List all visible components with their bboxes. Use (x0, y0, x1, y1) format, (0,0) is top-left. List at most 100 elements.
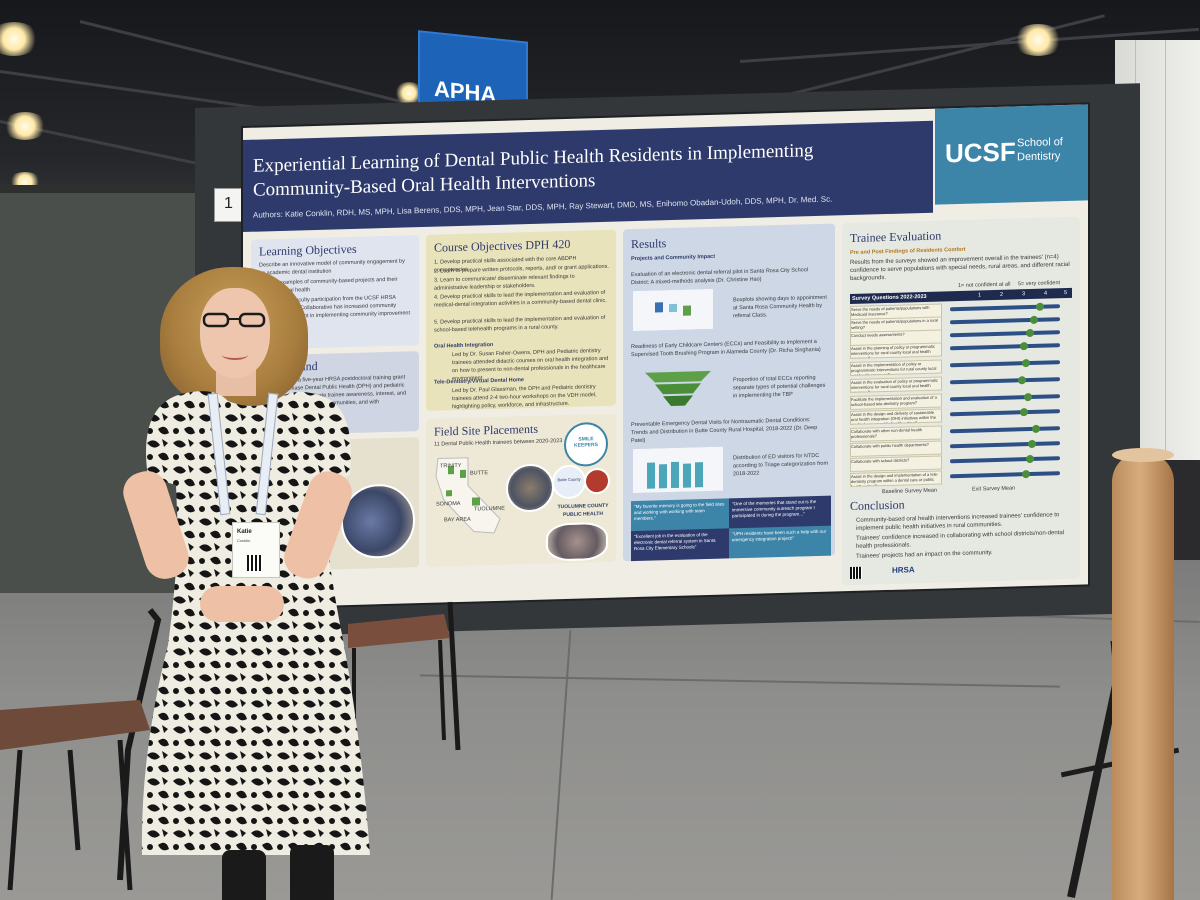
survey-bar (950, 377, 1060, 385)
survey-question: Collaborate with public health departmen… (850, 440, 942, 458)
butte-county-logo: Butte County (552, 464, 586, 500)
result-2-caption: Proportion of total ECCs reporting separ… (733, 375, 826, 400)
board-number: 1 (224, 195, 233, 212)
learning-objective-1: Describe an innovative model of communit… (259, 258, 405, 277)
floor-seam (420, 674, 1060, 688)
tuolumne-health-logo: TUOLUMNE COUNTY PUBLIC HEALTH (557, 502, 609, 519)
ucsf-school: School of Dentistry (1017, 136, 1063, 164)
hrsa-logo: HRSA (892, 565, 915, 575)
scale-3: 3 (1022, 291, 1026, 298)
exit-mean-dot (1020, 342, 1028, 351)
results-subtitle: Projects and Community Impact (631, 253, 716, 263)
poster-tube-cap (1112, 448, 1174, 462)
butte-county-text: Butte County (557, 476, 581, 483)
qr-code (850, 566, 862, 580)
floor-seam (550, 630, 572, 900)
result-1-text: Evaluation of an electronic dental refer… (631, 267, 809, 287)
survey-question: Collaborate with school districts? (850, 455, 942, 473)
survey-question: Assist in the evaluation of policy or pr… (850, 376, 942, 394)
course-objectives-title: Course Objectives DPH 420 (434, 236, 571, 255)
exit-mean-dot (1030, 315, 1038, 325)
boxplot-figure (633, 288, 713, 332)
floral-dress (141, 391, 370, 855)
result-3-text: Preventable Emergency Dental Visits for … (631, 417, 818, 445)
left-shoe (222, 850, 266, 900)
california-map (435, 457, 501, 534)
field-site-panel: Field Site Placements 11 Dental Public H… (426, 413, 616, 567)
badge-first-name: Katie (237, 529, 252, 535)
exit-mean-dot (1022, 359, 1030, 368)
survey-question: Collaborate with other non-dental health… (850, 425, 942, 443)
scale-1: 1 (978, 292, 982, 299)
wall-seam (1165, 40, 1166, 460)
board-number-card: 1 (214, 188, 246, 222)
survey-row: Assist in the evaluation of policy or pr… (850, 373, 1078, 394)
learning-objectives-title: Learning Objectives (259, 241, 357, 259)
scale-right-label: 5= very confident (1018, 280, 1061, 288)
scale-5: 5 (1064, 289, 1068, 297)
ceiling-light (0, 22, 40, 56)
county-butte: BUTTE (470, 470, 489, 477)
survey-question: Facilitate the implementation and evalua… (850, 393, 942, 411)
exit-mean-dot (1036, 302, 1044, 311)
survey-question: Assist in the implementation of policy o… (850, 359, 942, 377)
course-objectives-panel: Course Objectives DPH 420 1. Develop pra… (426, 229, 616, 411)
results-title: Results (631, 236, 667, 252)
quote-3: "Excellent job in the evaluation of the … (631, 528, 729, 562)
ucsf-mark: UCSF (945, 136, 1016, 169)
exit-mean-dot (1026, 454, 1034, 464)
survey-bar (950, 343, 1060, 351)
legend-baseline: Baseline Survey Mean (882, 487, 938, 496)
exit-mean-dot (1022, 470, 1030, 479)
survey-bar (950, 441, 1060, 449)
county-seal (584, 467, 610, 495)
results-panel: Results Projects and Community Impact Ev… (623, 223, 835, 562)
research-poster: Experiential Learning of Dental Public H… (243, 104, 1088, 609)
county-tuolumne: TUOLUMNE (474, 505, 505, 513)
smile-keepers-logo: SMILE KEEPERS (564, 421, 608, 468)
survey-bar (950, 317, 1060, 325)
exit-mean-dot (1032, 424, 1040, 433)
survey-bar (950, 426, 1060, 434)
smile (222, 350, 248, 360)
exit-mean-dot (1028, 439, 1036, 449)
legend-exit: Exit Survey Mean (972, 485, 1016, 493)
glasses (202, 312, 266, 328)
field-photo (506, 463, 554, 513)
county-bay-area: BAY AREA (444, 516, 471, 524)
poster-tube (1112, 452, 1174, 900)
community-photo (546, 521, 608, 562)
survey-header: Survey Questions 2022-2023 (852, 293, 927, 302)
field-site-title: Field Site Placements (434, 421, 538, 439)
left-chair (0, 608, 162, 891)
survey-bar (950, 409, 1060, 417)
survey-bar (950, 471, 1060, 479)
county-trinity: TRINITY (440, 462, 462, 470)
result-1-caption: Boxplots showing days to appointment at … (733, 294, 827, 320)
ed-visits-chart (633, 446, 723, 494)
survey-question: Assist in the design and delivery of sus… (850, 408, 942, 426)
survey-bar (950, 456, 1060, 464)
exit-mean-dot (1026, 328, 1034, 338)
result-3-caption: Distribution of ED visitors for NTDC acc… (733, 452, 829, 478)
result-2-text: Readiness of Early Childcare Centers (EC… (631, 338, 821, 359)
exit-mean-dot (1018, 376, 1026, 385)
scale-2: 2 (1000, 291, 1004, 298)
funnel-figure (645, 370, 711, 407)
middle-chair (348, 601, 461, 751)
survey-bar (950, 360, 1060, 368)
county-sonoma: SONOMA (436, 500, 461, 508)
badge-qr (247, 555, 263, 571)
trainee-evaluation-text: Results from the surveys showed an impro… (850, 254, 1070, 283)
survey-question: Assist in the design and implementation … (850, 470, 942, 488)
right-shoe (290, 845, 334, 900)
course-objective-5: 5. Develop practical skills to lead the … (434, 314, 606, 334)
ceiling-light (2, 112, 48, 140)
poster-header: Experiential Learning of Dental Public H… (243, 120, 933, 232)
survey-row: Assist in the implementation of policy o… (850, 356, 1078, 377)
ceiling-light (1012, 24, 1064, 56)
exit-mean-dot (1020, 408, 1028, 417)
clasped-hands (200, 586, 284, 622)
conclusion-title: Conclusion (850, 497, 905, 514)
